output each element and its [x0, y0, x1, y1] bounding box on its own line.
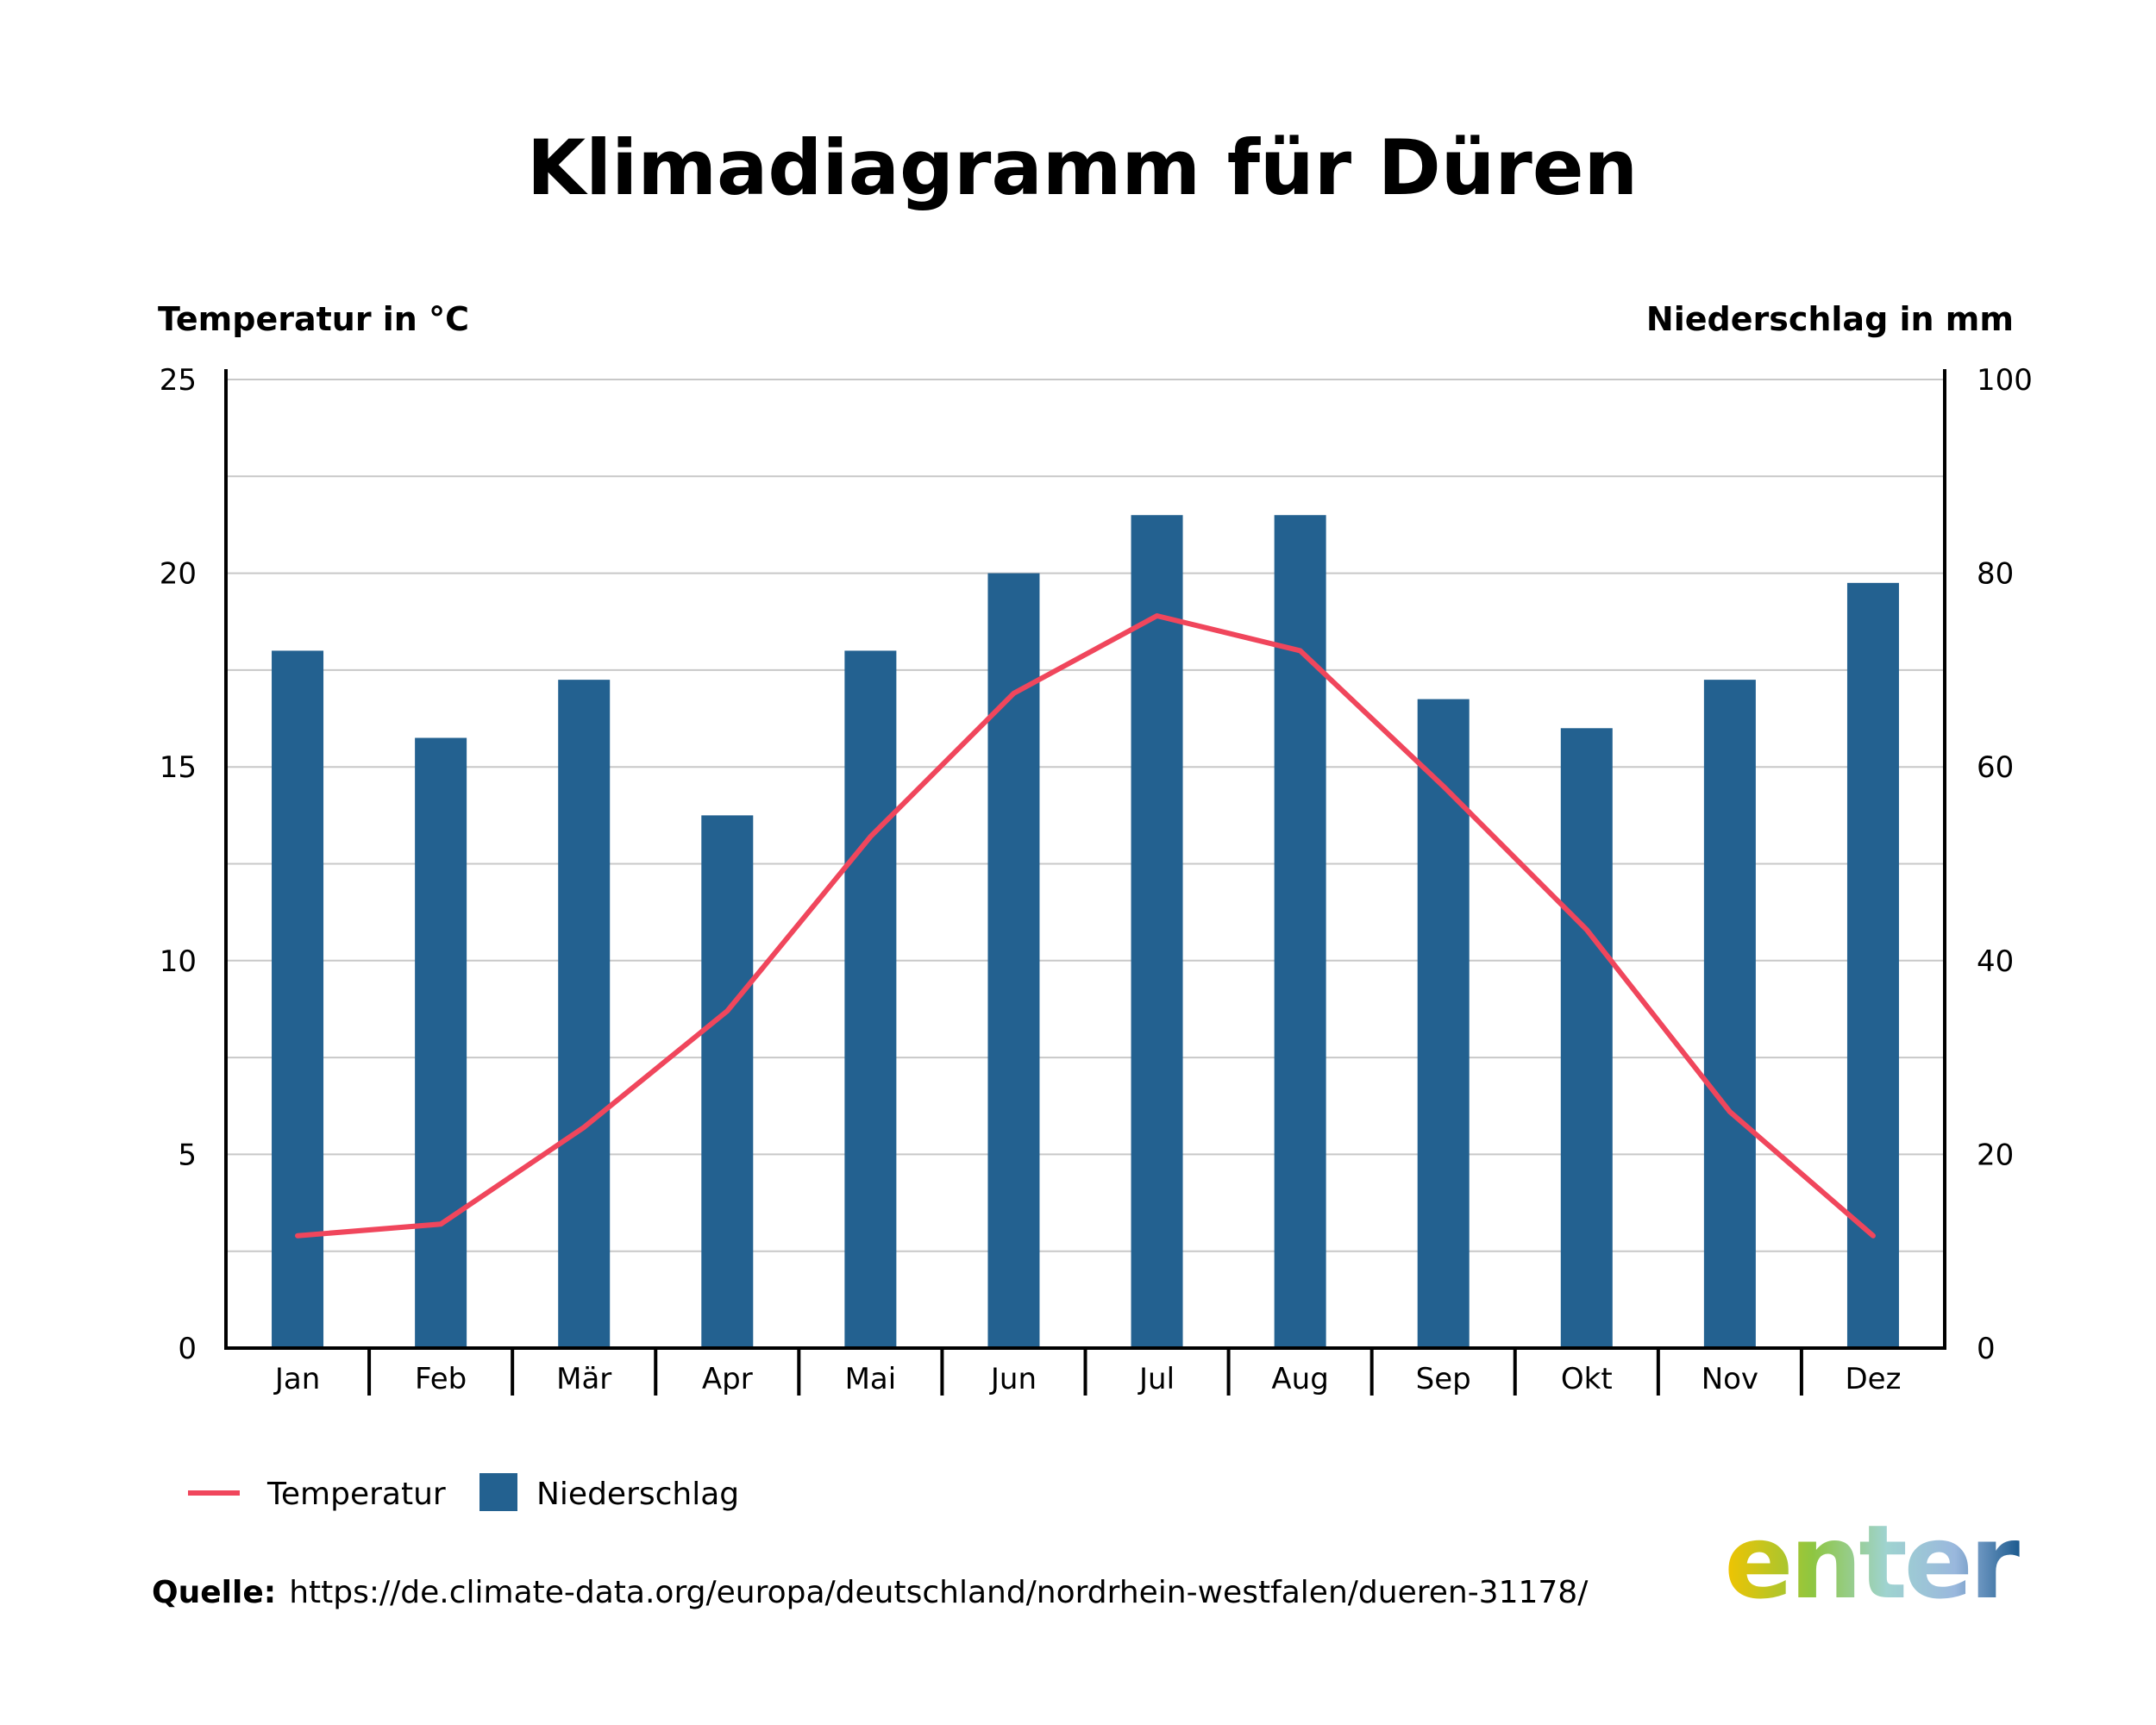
right-tick-label: 100 — [1977, 363, 2033, 398]
precipitation-bar — [558, 680, 611, 1348]
precipitation-bar — [1560, 728, 1613, 1348]
right-tick-label: 40 — [1977, 944, 2014, 979]
precipitation-bar — [1131, 515, 1183, 1348]
x-tick-label: Mär — [556, 1362, 611, 1396]
right-axis-ticks: 0 20 40 60 80 100 — [1977, 363, 2033, 1366]
precipitation-bar — [844, 650, 897, 1348]
left-axis-title: Temperatur in °C — [158, 300, 469, 338]
gridlines — [226, 379, 1945, 1252]
x-tick-label: Feb — [415, 1362, 467, 1396]
source-line: Quelle: https://de.climate-data.org/euro… — [152, 1575, 1589, 1610]
x-tick-label: Jul — [1138, 1362, 1175, 1396]
temperature-line — [295, 613, 1876, 1239]
x-tick-label: Jun — [989, 1362, 1037, 1396]
left-tick-label: 20 — [160, 557, 197, 592]
left-tick-label: 0 — [178, 1332, 197, 1366]
left-axis-ticks: 0 5 10 15 20 25 — [160, 363, 197, 1366]
x-tick-label: Nov — [1702, 1362, 1758, 1396]
x-tick-label: Okt — [1561, 1362, 1613, 1396]
precipitation-bar — [701, 815, 754, 1348]
axes — [224, 369, 1946, 1396]
source-url: https://de.climate-data.org/europa/deuts… — [289, 1575, 1589, 1610]
precipitation-bar — [1417, 699, 1470, 1348]
source-label: Quelle: — [152, 1575, 276, 1610]
x-tick-label: Dez — [1845, 1362, 1901, 1396]
temperature-line-group — [295, 613, 1876, 1239]
x-tick-label: Aug — [1271, 1362, 1328, 1396]
precipitation-bars — [272, 515, 1899, 1348]
precipitation-bar — [987, 573, 1040, 1348]
left-tick-label: 10 — [160, 944, 197, 979]
right-tick-label: 80 — [1977, 557, 2014, 592]
chart-title: Klimadiagramm für Düren — [527, 123, 1638, 212]
right-tick-label: 0 — [1977, 1332, 1996, 1366]
right-axis-title: Niederschlag in mm — [1646, 300, 2014, 338]
x-tick-label: Apr — [702, 1362, 753, 1396]
precipitation-bar — [1703, 680, 1756, 1348]
left-tick-label: 15 — [160, 750, 197, 785]
right-tick-label: 20 — [1977, 1138, 2014, 1172]
x-tick-label: Sep — [1416, 1362, 1471, 1396]
enter-logo: enter — [1724, 1502, 2019, 1622]
precipitation-bar — [415, 737, 467, 1348]
right-tick-label: 60 — [1977, 750, 2014, 785]
legend-precipitation-label: Niederschlag — [536, 1477, 739, 1512]
legend-precipitation-swatch — [479, 1473, 517, 1511]
x-axis-ticks: Jan Feb Mär Apr Mai Jun Jul Aug Sep Okt Nov Dez — [273, 1362, 1902, 1396]
x-tick-label: Jan — [273, 1362, 320, 1396]
legend-temperature-label: Temperatur — [266, 1477, 446, 1512]
precipitation-bar — [1274, 515, 1326, 1348]
left-tick-label: 5 — [178, 1138, 197, 1172]
precipitation-bar — [272, 650, 324, 1348]
x-tick-label: Mai — [845, 1362, 897, 1396]
legend: Temperatur Niederschlag — [188, 1473, 739, 1512]
left-tick-label: 25 — [160, 363, 197, 398]
